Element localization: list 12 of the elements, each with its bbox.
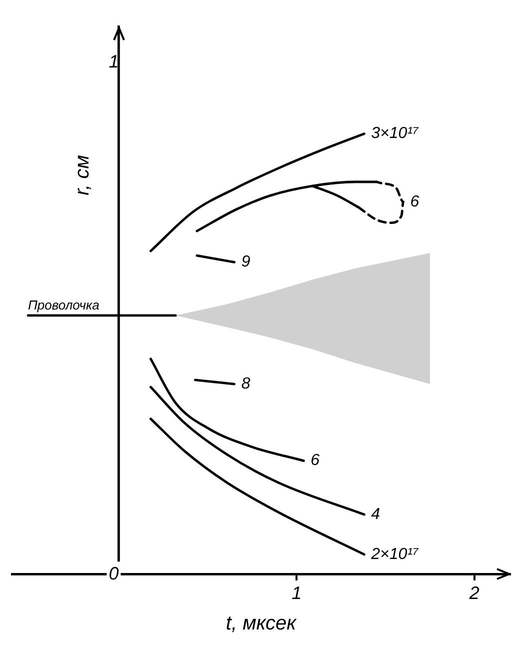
series-label: Проволочка <box>28 298 100 313</box>
series-label: 2×10¹⁷ <box>370 546 420 563</box>
y-tick-label: 0 <box>108 563 119 584</box>
series-label: 3×10¹⁷ <box>371 125 420 142</box>
series-label: 6 <box>410 193 420 210</box>
x-axis-title: t, мксек <box>226 612 298 635</box>
y-axis-title: r, см <box>71 154 94 196</box>
series-label: 9 <box>241 254 250 271</box>
series-label: 8 <box>241 375 250 392</box>
series-label: 4 <box>371 506 380 523</box>
series-label: 6 <box>310 452 320 470</box>
x-tick-label: 2 <box>468 583 480 604</box>
